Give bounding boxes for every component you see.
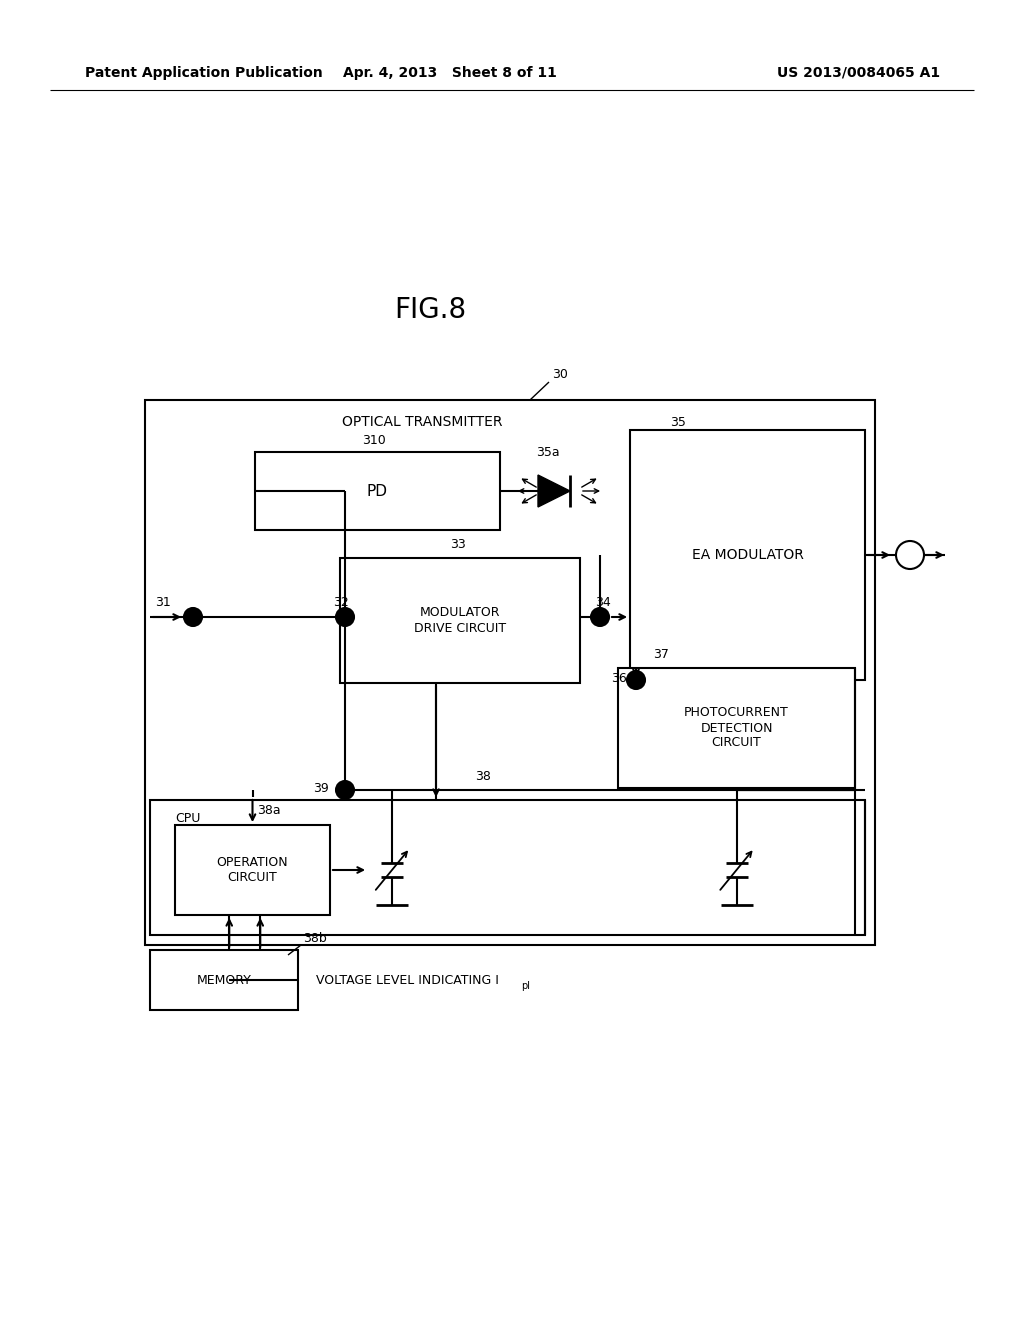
Text: 37: 37	[653, 648, 669, 660]
Text: 36: 36	[611, 672, 627, 685]
Text: US 2013/0084065 A1: US 2013/0084065 A1	[777, 66, 940, 81]
Circle shape	[336, 609, 354, 626]
Text: 38: 38	[475, 770, 490, 783]
Bar	[255, 451, 500, 531]
Text: OPTICAL TRANSMITTER: OPTICAL TRANSMITTER	[342, 414, 503, 429]
Bar	[618, 668, 855, 788]
Text: CPU: CPU	[175, 812, 201, 825]
Text: 38a: 38a	[257, 804, 282, 817]
Text: 33: 33	[450, 537, 466, 550]
Bar	[145, 400, 874, 945]
Text: FIG.8: FIG.8	[394, 296, 466, 323]
Text: 35a: 35a	[537, 446, 560, 459]
Bar	[630, 430, 865, 680]
Text: 30: 30	[552, 368, 568, 381]
Text: 310: 310	[362, 433, 386, 446]
Text: 34: 34	[595, 597, 610, 610]
Circle shape	[336, 781, 354, 799]
Text: MEMORY: MEMORY	[197, 974, 252, 986]
Text: PD: PD	[367, 483, 388, 499]
Bar	[150, 800, 865, 935]
Text: Patent Application Publication: Patent Application Publication	[85, 66, 323, 81]
Bar	[175, 825, 330, 915]
Text: MODULATOR
DRIVE CIRCUIT: MODULATOR DRIVE CIRCUIT	[414, 606, 506, 635]
Text: 38b: 38b	[303, 932, 327, 945]
Text: 31: 31	[155, 597, 171, 610]
Circle shape	[591, 609, 609, 626]
Text: 35: 35	[670, 416, 686, 429]
Text: PHOTOCURRENT
DETECTION
CIRCUIT: PHOTOCURRENT DETECTION CIRCUIT	[684, 706, 788, 750]
Bar	[150, 950, 298, 1010]
Bar	[340, 558, 580, 682]
Text: 39: 39	[313, 783, 329, 796]
Text: 32: 32	[333, 597, 349, 610]
Text: OPERATION
CIRCUIT: OPERATION CIRCUIT	[217, 855, 289, 884]
Text: VOLTAGE LEVEL INDICATING I: VOLTAGE LEVEL INDICATING I	[316, 974, 499, 986]
Text: Apr. 4, 2013   Sheet 8 of 11: Apr. 4, 2013 Sheet 8 of 11	[343, 66, 557, 81]
Text: EA MODULATOR: EA MODULATOR	[691, 548, 804, 562]
Polygon shape	[538, 475, 570, 507]
Circle shape	[627, 671, 645, 689]
Circle shape	[184, 609, 202, 626]
Text: pl: pl	[521, 981, 530, 991]
